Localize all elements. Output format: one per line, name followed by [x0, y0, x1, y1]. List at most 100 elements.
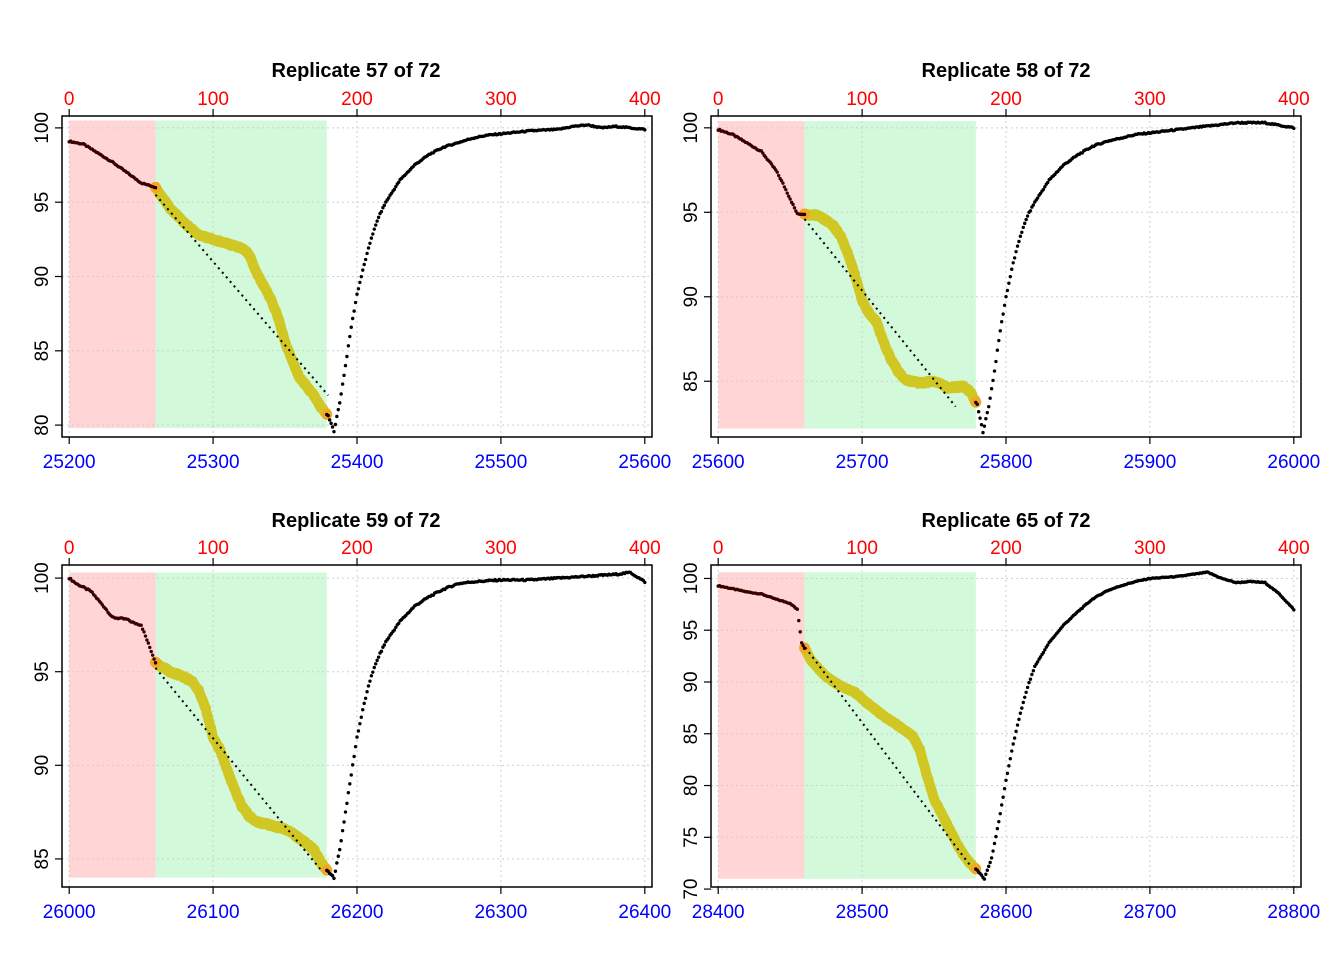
- data-point: [153, 661, 158, 665]
- data-point: [142, 630, 146, 634]
- x-tick-label: 26200: [331, 902, 384, 923]
- data-point: [1035, 660, 1040, 664]
- x-tick-label: 26100: [187, 902, 240, 923]
- panel-replicate-59: 26000 26100 26200 26300 26400 0 100 200 300 400 85…: [32, 510, 671, 923]
- regression-line: [154, 194, 329, 397]
- fit-window-shade: [155, 572, 327, 878]
- data-point: [368, 241, 372, 246]
- data-point: [785, 191, 789, 195]
- data-point: [1046, 643, 1050, 647]
- data-point: [369, 674, 374, 678]
- data-point: [801, 643, 805, 648]
- data-point: [153, 186, 158, 190]
- data-point: [999, 803, 1004, 807]
- data-point: [1041, 650, 1046, 655]
- y-tick-label: 95: [32, 192, 53, 213]
- data-point: [988, 396, 992, 400]
- data-point: [382, 643, 387, 647]
- data-point: [149, 649, 153, 654]
- top-tick-label: 200: [341, 538, 373, 559]
- data-point: [104, 608, 109, 612]
- data-point: [352, 309, 356, 313]
- x-tick-label: 28600: [980, 902, 1033, 923]
- data-point: [150, 653, 155, 657]
- top-tick-label: 300: [1134, 538, 1166, 559]
- data-point: [781, 181, 785, 185]
- top-tick-label: 0: [713, 89, 724, 110]
- top-tick-label: 400: [629, 89, 661, 110]
- data-point: [994, 834, 998, 839]
- data-point: [798, 630, 802, 634]
- y-tick-label: 85: [32, 340, 53, 361]
- y-tick-label: 95: [32, 661, 53, 682]
- x-tick-label: 28400: [692, 902, 745, 923]
- data-point: [1025, 685, 1030, 690]
- data-point: [1007, 764, 1011, 768]
- x-tick-label: 25400: [331, 452, 384, 473]
- data-point: [1043, 185, 1047, 189]
- data-point: [1023, 695, 1027, 699]
- data-point: [1008, 274, 1013, 279]
- data-point: [1001, 795, 1005, 799]
- data-point: [359, 715, 364, 719]
- data-point: [366, 684, 371, 688]
- data-point: [376, 655, 381, 659]
- data-point: [330, 874, 335, 878]
- data-point: [985, 868, 989, 872]
- data-point: [332, 429, 336, 434]
- data-point: [1018, 711, 1023, 715]
- data-point: [1031, 203, 1036, 207]
- data-point: [355, 292, 359, 296]
- data-point: [1017, 717, 1021, 722]
- data-point: [1028, 209, 1033, 213]
- data-point: [1031, 669, 1036, 673]
- data-point: [397, 180, 401, 184]
- data-point: [984, 872, 988, 876]
- data-point: [361, 268, 365, 272]
- data-point: [1005, 771, 1010, 776]
- data-point: [1001, 312, 1005, 316]
- data-point: [358, 280, 362, 285]
- regression-line: [154, 667, 322, 871]
- panel-replicate-58: 25600 25700 25800 25900 26000 0 100 200 300 400 85…: [681, 60, 1320, 473]
- data-point: [989, 856, 994, 860]
- panel-title: Replicate 59 of 72: [272, 510, 441, 532]
- data-point: [1292, 608, 1296, 612]
- data-point: [371, 232, 375, 236]
- y-tick-label: 90: [681, 671, 702, 692]
- data-point: [353, 300, 358, 305]
- data-point: [339, 839, 343, 843]
- data-point: [1020, 706, 1024, 710]
- y-tick-label: 100: [32, 112, 53, 144]
- data-point: [1018, 234, 1023, 238]
- data-point: [356, 729, 361, 733]
- data-point: [372, 665, 376, 670]
- data-point: [379, 649, 384, 654]
- data-point: [643, 580, 647, 585]
- data-point: [1014, 249, 1018, 254]
- data-point: [338, 401, 342, 405]
- y-tick-label: 70: [681, 879, 702, 900]
- data-point: [1002, 786, 1007, 791]
- data-point: [374, 662, 378, 666]
- data-point: [394, 184, 398, 189]
- data-point: [358, 722, 362, 726]
- data-point: [797, 618, 801, 623]
- top-tick-label: 100: [846, 89, 878, 110]
- panel-replicate-65: 28400 28500 28600 28700 28800 0 100 200 300 400 70…: [681, 510, 1320, 923]
- data-point: [1292, 126, 1296, 131]
- data-point: [1041, 187, 1046, 192]
- data-point: [981, 430, 985, 435]
- x-tick-label: 25500: [474, 452, 527, 473]
- data-point: [386, 196, 391, 200]
- pre-window-shade: [69, 572, 156, 878]
- data-point: [140, 627, 145, 631]
- top-tick-label: 300: [485, 89, 517, 110]
- data-point: [978, 416, 982, 420]
- x-tick-label: 25800: [980, 452, 1033, 473]
- y-tick-label: 90: [681, 286, 702, 307]
- top-tick-label: 200: [990, 89, 1022, 110]
- data-point: [375, 658, 379, 663]
- y-tick-label: 75: [681, 827, 702, 848]
- data-point: [997, 819, 1001, 824]
